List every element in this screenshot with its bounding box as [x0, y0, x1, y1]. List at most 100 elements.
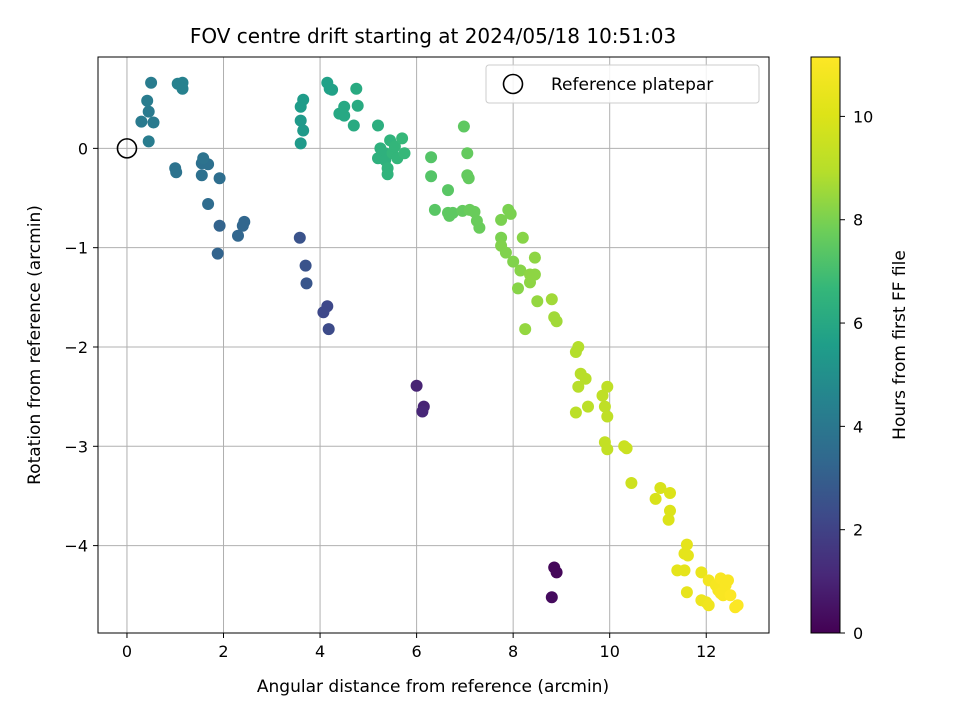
- x-tick-label: 2: [218, 642, 228, 661]
- data-point: [293, 231, 306, 244]
- data-point: [350, 82, 363, 95]
- x-tick-label: 12: [696, 642, 716, 661]
- data-point: [519, 323, 532, 336]
- data-point: [662, 513, 675, 526]
- data-point: [680, 586, 693, 599]
- data-point: [195, 169, 208, 182]
- data-point: [601, 443, 614, 456]
- data-point: [714, 587, 727, 600]
- x-axis-label: Angular distance from reference (arcmin): [257, 677, 609, 697]
- data-point: [468, 205, 481, 218]
- colorbar-tick-label: 6: [853, 314, 863, 333]
- y-tick-label: 0: [78, 139, 88, 158]
- data-point: [681, 549, 694, 562]
- legend-label: Reference platepar: [551, 75, 713, 95]
- data-point: [142, 105, 155, 118]
- data-point: [545, 591, 558, 604]
- legend: Reference platepar: [485, 64, 760, 104]
- data-point: [572, 341, 585, 353]
- data-point: [428, 203, 441, 216]
- data-point: [722, 574, 734, 587]
- data-point: [516, 231, 529, 244]
- data-point: [625, 477, 638, 489]
- data-point: [176, 82, 189, 95]
- data-point: [326, 83, 339, 96]
- data-point: [425, 170, 438, 183]
- data-point: [702, 599, 715, 612]
- data-point: [569, 406, 582, 419]
- data-point: [731, 599, 744, 612]
- data-point: [388, 140, 401, 153]
- reference-platepar-marker: [116, 138, 138, 159]
- chart-title: FOV centre drift starting at 2024/05/18 …: [190, 24, 676, 48]
- grid: [98, 57, 769, 633]
- x-tick-label: 10: [600, 642, 620, 661]
- legend-box: [485, 64, 760, 104]
- data-point: [213, 172, 226, 185]
- y-tick-label: −4: [64, 537, 88, 556]
- data-point: [211, 247, 224, 260]
- data-point: [664, 487, 676, 499]
- data-point: [416, 405, 429, 418]
- data-point: [145, 76, 158, 89]
- data-point: [294, 137, 307, 150]
- legend-marker-icon: [502, 73, 524, 95]
- data-point: [297, 124, 310, 137]
- data-point: [197, 152, 210, 165]
- data-point: [545, 293, 558, 306]
- data-point: [579, 372, 592, 385]
- colorbar-gradient: [810, 56, 841, 634]
- data-point: [598, 400, 611, 413]
- data-point: [572, 380, 585, 393]
- data-point: [170, 166, 183, 179]
- data-point: [135, 115, 148, 128]
- data-point: [347, 119, 360, 132]
- data-points: [135, 76, 744, 614]
- y-tick-label: −2: [64, 338, 88, 357]
- data-point: [649, 492, 662, 505]
- data-point: [680, 538, 693, 551]
- colorbar-ticks: 0 2 4 6 8 10: [840, 107, 873, 643]
- x-tick-label: 8: [508, 642, 518, 661]
- data-point: [372, 119, 384, 132]
- data-point: [338, 109, 351, 122]
- data-point: [457, 120, 470, 133]
- data-point: [550, 566, 563, 579]
- data-point: [232, 229, 244, 242]
- colorbar-tick-label: 4: [853, 417, 863, 436]
- data-point: [601, 410, 614, 423]
- data-point: [507, 255, 520, 268]
- data-point: [317, 306, 330, 319]
- x-tick-label: 0: [122, 642, 132, 661]
- colorbar-tick-label: 2: [853, 521, 863, 540]
- data-point: [300, 277, 313, 290]
- data-point: [528, 268, 541, 281]
- x-axis-ticks: 0 2 4 6 8 10 12: [122, 633, 716, 661]
- data-point: [398, 147, 411, 160]
- colorbar-tick-label: 10: [853, 107, 873, 126]
- data-point: [338, 100, 351, 113]
- data-point: [297, 93, 310, 106]
- data-point: [596, 389, 609, 402]
- data-point: [142, 135, 155, 148]
- y-axis-label: Rotation from reference (arcmin): [25, 205, 45, 485]
- data-point: [294, 114, 307, 127]
- data-point: [514, 264, 527, 277]
- data-point: [724, 589, 737, 602]
- colorbar: 0 2 4 6 8 10 Hours from first FF file: [810, 56, 910, 643]
- data-point: [141, 94, 154, 107]
- data-point: [512, 282, 524, 295]
- data-point: [381, 168, 394, 181]
- data-point: [213, 219, 226, 232]
- data-point: [664, 504, 676, 517]
- data-point: [442, 184, 454, 197]
- data-point: [601, 380, 614, 393]
- data-point: [550, 315, 563, 328]
- data-point: [654, 482, 667, 494]
- data-point: [462, 172, 475, 185]
- data-point: [425, 151, 438, 164]
- x-tick-label: 6: [412, 642, 422, 661]
- data-point: [499, 246, 512, 259]
- data-point: [528, 251, 541, 264]
